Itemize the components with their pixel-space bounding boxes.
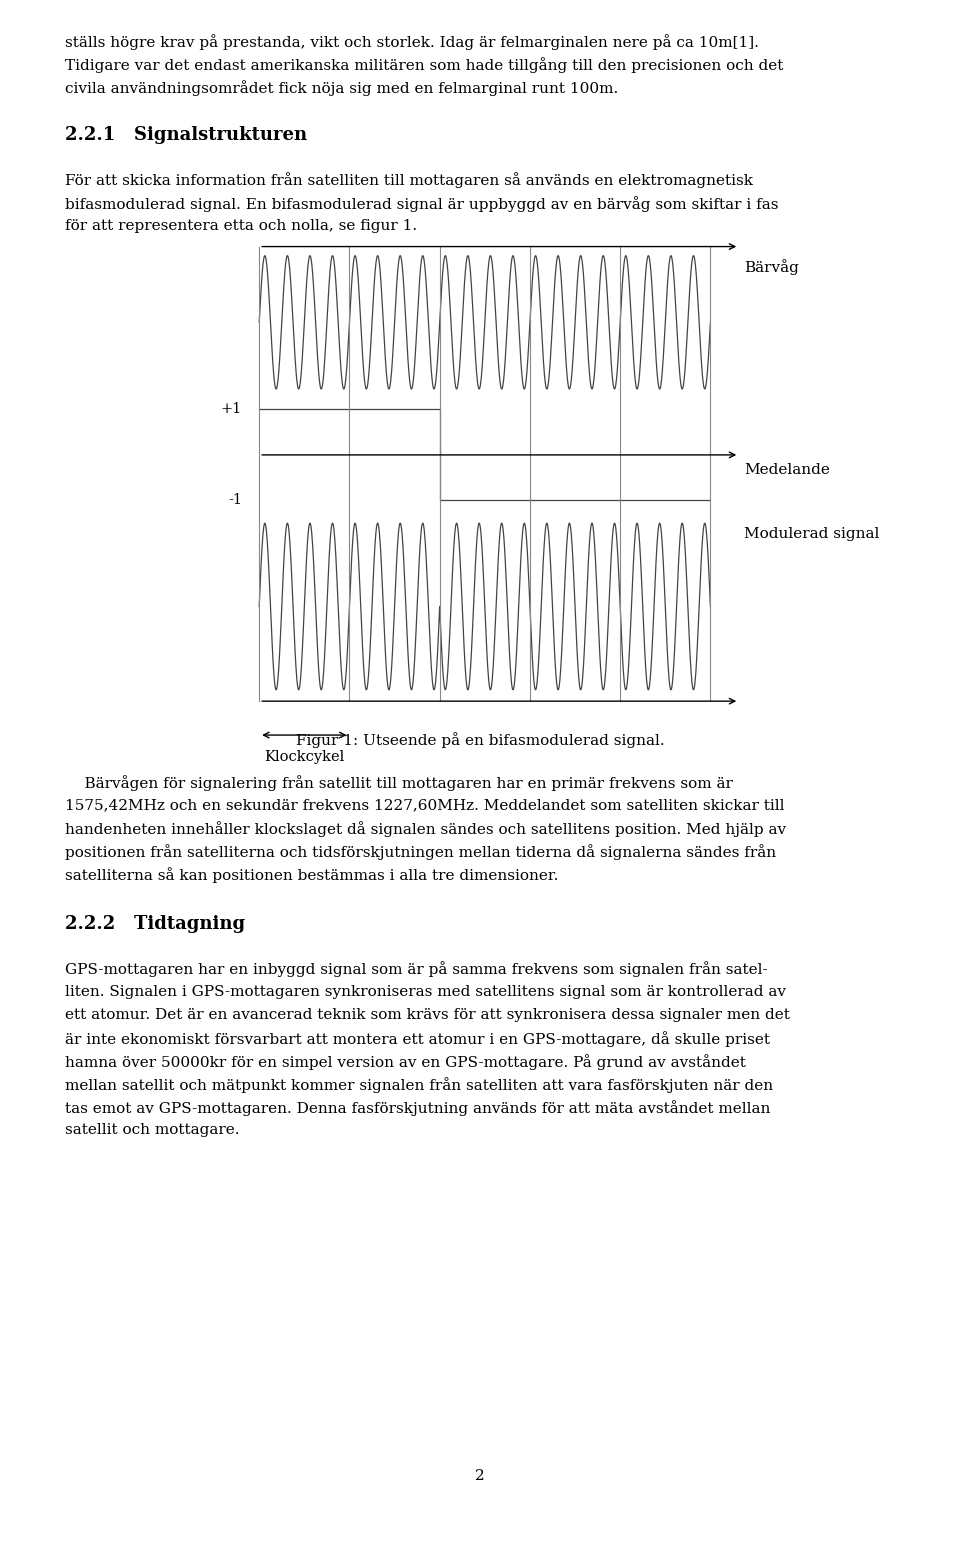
Text: Klockcykel: Klockcykel [264,750,345,764]
Text: satelliterna så kan positionen bestämmas i alla tre dimensioner.: satelliterna så kan positionen bestämmas… [65,868,559,883]
Text: positionen från satelliterna och tidsförskjutningen mellan tiderna då signalerna: positionen från satelliterna och tidsför… [65,844,777,860]
Text: -1: -1 [228,493,242,507]
Text: ett atomur. Det är en avancerad teknik som krävs för att synkronisera dessa sign: ett atomur. Det är en avancerad teknik s… [65,1008,790,1022]
Text: 2: 2 [475,1469,485,1482]
Text: +1: +1 [221,402,242,416]
Text: För att skicka information från satelliten till mottagaren så används en elektro: För att skicka information från satellit… [65,173,754,188]
Text: mellan satellit och mätpunkt kommer signalen från satelliten att vara fasförskju: mellan satellit och mätpunkt kommer sign… [65,1077,774,1093]
Text: bifasmodulerad signal. En bifasmodulerad signal är uppbyggd av en bärvåg som ski: bifasmodulerad signal. En bifasmodulerad… [65,196,779,211]
Text: 1575,42MHz och en sekundär frekvens 1227,60MHz. Meddelandet som satelliten skick: 1575,42MHz och en sekundär frekvens 1227… [65,798,784,812]
Text: handenheten innehåller klockslaget då signalen sändes och satellitens position. : handenheten innehåller klockslaget då si… [65,821,786,837]
Text: GPS-mottagaren har en inbyggd signal som är på samma frekvens som signalen från : GPS-mottagaren har en inbyggd signal som… [65,962,768,977]
Text: tas emot av GPS-mottagaren. Denna fasförskjutning används för att mäta avståndet: tas emot av GPS-mottagaren. Denna fasför… [65,1100,771,1116]
Text: hamna över 50000kr för en simpel version av en GPS-mottagare. På grund av avstån: hamna över 50000kr för en simpel version… [65,1054,746,1069]
Text: ställs högre krav på prestanda, vikt och storlek. Idag är felmarginalen nere på : ställs högre krav på prestanda, vikt och… [65,34,759,49]
Text: Bärvåg: Bärvåg [744,259,799,274]
Text: liten. Signalen i GPS-mottagaren synkroniseras med satellitens signal som är kon: liten. Signalen i GPS-mottagaren synkron… [65,985,786,999]
Text: Tidigare var det endast amerikanska militären som hade tillgång till den precisi: Tidigare var det endast amerikanska mili… [65,57,783,72]
Text: civila användningsområdet fick nöja sig med en felmarginal runt 100m.: civila användningsområdet fick nöja sig … [65,80,618,96]
Text: är inte ekonomiskt försvarbart att montera ett atomur i en GPS-mottagare, då sku: är inte ekonomiskt försvarbart att monte… [65,1031,770,1046]
Text: Medelande: Medelande [744,462,829,476]
Text: satellit och mottagare.: satellit och mottagare. [65,1123,240,1137]
Text: Modulerad signal: Modulerad signal [744,527,879,541]
Text: Bärvågen för signalering från satellit till mottagaren har en primär frekvens so: Bärvågen för signalering från satellit t… [65,775,733,791]
Text: för att representera etta och nolla, se figur 1.: för att representera etta och nolla, se … [65,219,418,233]
Text: 2.2.1   Signalstrukturen: 2.2.1 Signalstrukturen [65,126,307,145]
Text: 2.2.2   Tidtagning: 2.2.2 Tidtagning [65,915,246,934]
Text: Figur 1: Utseende på en bifasmodulerad signal.: Figur 1: Utseende på en bifasmodulerad s… [296,732,664,747]
